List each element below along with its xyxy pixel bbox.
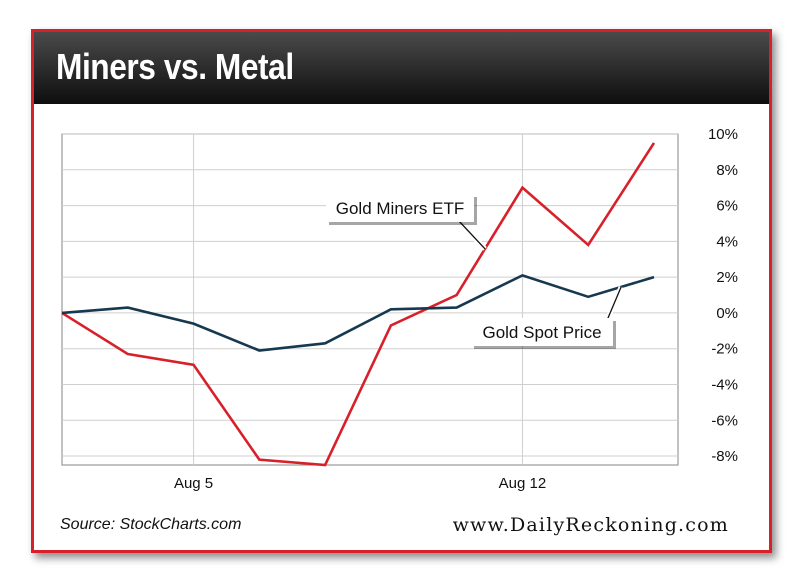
y-tick-label: 4% xyxy=(716,233,738,250)
miners-callout-label: Gold Miners ETF xyxy=(336,199,464,218)
y-tick-label: -2% xyxy=(711,341,738,358)
y-tick-label: 8% xyxy=(716,162,738,179)
source-credit: Source: StockCharts.com xyxy=(60,516,242,533)
y-tick-label: 10% xyxy=(708,126,738,143)
y-tick-label: 2% xyxy=(716,269,738,286)
spot-callout-box xyxy=(471,318,613,346)
chart-title: Miners vs. Metal xyxy=(56,46,294,87)
miners-callout-leader xyxy=(457,219,486,250)
miners-callout-box xyxy=(326,194,474,222)
title-bar: Miners vs. Metal xyxy=(34,32,769,104)
y-tick-label: -8% xyxy=(711,448,738,465)
x-tick-label: Aug 5 xyxy=(174,475,213,492)
website-credit: www.DailyReckoning.com xyxy=(452,514,729,536)
series-line-gold-miners-etf xyxy=(61,142,656,467)
x-tick-label: Aug 12 xyxy=(499,475,547,492)
chart-frame: Miners vs. Metal 10% 8% 6% 4% 2% 0% -2% -4% -6% -… xyxy=(31,29,772,553)
y-tick-label: 0% xyxy=(716,305,738,322)
plot-area xyxy=(61,133,679,466)
spot-callout-label: Gold Spot Price xyxy=(482,323,601,342)
y-tick-label: -6% xyxy=(711,412,738,429)
y-tick-label: 6% xyxy=(716,198,738,215)
series-line-gold-spot-price xyxy=(61,273,655,352)
line-chart: 10% 8% 6% 4% 2% 0% -2% -4% -6% -8% Aug 5 Aug 12 Gold… xyxy=(61,126,738,492)
y-tick-label: -4% xyxy=(711,376,738,393)
